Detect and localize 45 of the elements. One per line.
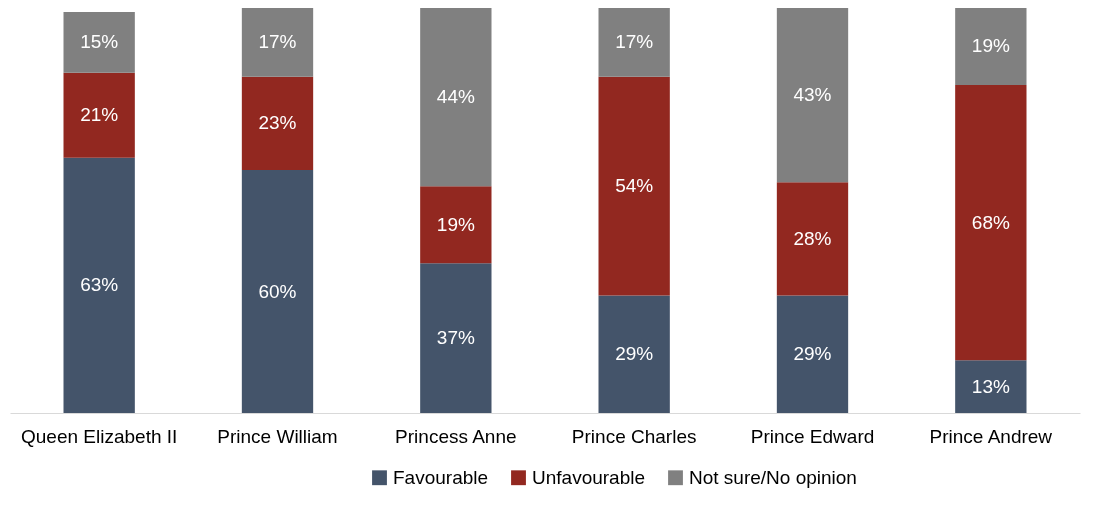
bar	[776, 182, 849, 296]
data-label: 15%	[80, 31, 119, 53]
x-tick-label: Princess Anne	[395, 425, 517, 447]
data-label: 68%	[971, 211, 1010, 233]
data-label: 17%	[615, 31, 654, 53]
data-label: 21%	[80, 104, 119, 126]
data-label: 29%	[615, 343, 654, 365]
data-label: 28%	[793, 227, 832, 249]
bar	[63, 12, 135, 73]
data-label: 37%	[436, 327, 475, 349]
data-label: 54%	[615, 175, 654, 197]
data-label: 23%	[258, 112, 297, 134]
bar	[955, 84, 1027, 361]
data-label: 13%	[971, 375, 1010, 397]
x-tick-label: Prince Edward	[750, 425, 875, 447]
x-tick-label: Prince Charles	[571, 425, 697, 447]
bar	[776, 295, 849, 413]
data-label: 63%	[80, 274, 119, 296]
data-label: 19%	[436, 213, 475, 235]
x-tick-label: Prince William	[217, 425, 338, 447]
x-tick-label: Prince Andrew	[929, 425, 1053, 447]
bar	[241, 76, 314, 170]
x-tick-label: Queen Elizabeth II	[21, 425, 178, 447]
data-label: 60%	[258, 280, 297, 302]
data-label: 44%	[436, 86, 475, 108]
bar	[63, 72, 135, 158]
data-label: 19%	[971, 35, 1010, 57]
bar	[598, 8, 670, 77]
legend-label: Unfavourable	[532, 466, 646, 488]
data-label: 29%	[793, 343, 832, 365]
bar	[241, 8, 314, 77]
legend-label: Not sure/No opinion	[689, 466, 857, 488]
bar	[955, 360, 1027, 413]
bar	[598, 295, 670, 413]
bar	[420, 186, 492, 264]
bar	[63, 157, 135, 413]
legend-label: Favourable	[393, 466, 489, 488]
bar	[241, 170, 314, 413]
bar	[420, 263, 492, 413]
data-label: 17%	[258, 31, 297, 53]
bar	[420, 8, 492, 187]
bar	[776, 8, 849, 183]
bar	[955, 8, 1027, 85]
data-label: 43%	[793, 84, 832, 106]
bar	[598, 76, 670, 296]
